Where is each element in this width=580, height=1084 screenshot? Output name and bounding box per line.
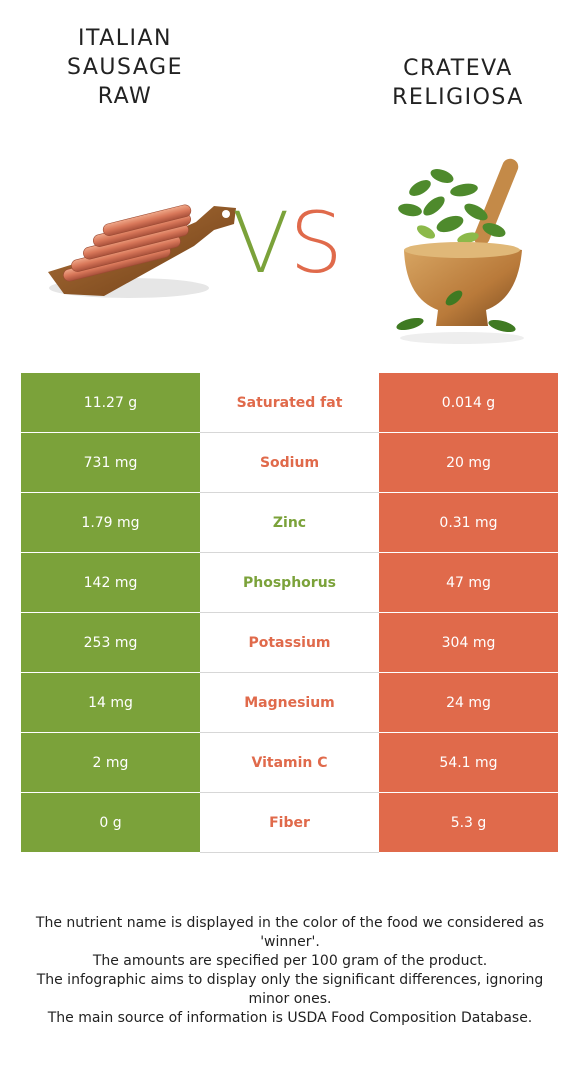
herbs-in-mortar-icon	[396, 158, 524, 344]
left-value: 1.79 mg	[21, 492, 200, 553]
nutrient-name: Zinc	[200, 492, 379, 553]
left-food-title: ITALIAN SAUSAGE RAW	[45, 24, 205, 111]
nutrient-name: Potassium	[200, 612, 379, 673]
right-value: 24 mg	[379, 672, 558, 733]
nutrient-name: Phosphorus	[200, 552, 379, 613]
nutrient-name: Fiber	[200, 792, 379, 853]
left-value: 253 mg	[21, 612, 200, 673]
right-value: 5.3 g	[379, 792, 558, 853]
right-title-line-2: RELIGIOSA	[392, 85, 524, 110]
nutrient-name: Magnesium	[200, 672, 379, 733]
nutrient-name: Saturated fat	[200, 373, 379, 433]
left-value: 142 mg	[21, 552, 200, 613]
left-value: 731 mg	[21, 432, 200, 493]
nutrient-row: 2 mg Vitamin C 54.1 mg	[21, 732, 558, 793]
left-title-line-2: SAUSAGE	[66, 55, 183, 80]
right-value: 0.31 mg	[379, 492, 558, 553]
footer-note-3: The infographic aims to display only the…	[36, 972, 544, 1007]
footer-notes: The nutrient name is displayed in the co…	[20, 914, 560, 1028]
right-food-title: CRATEVA RELIGIOSA	[378, 54, 538, 112]
nutrient-row: 14 mg Magnesium 24 mg	[21, 672, 558, 733]
nutrient-name: Sodium	[200, 432, 379, 493]
nutrient-comparison-table: 11.27 g Saturated fat 0.014 g 731 mg Sodium 2…	[21, 373, 558, 853]
nutrient-name: Vitamin C	[200, 732, 379, 793]
nutrient-row: 1.79 mg Zinc 0.31 mg	[21, 492, 558, 553]
right-value: 0.014 g	[379, 373, 558, 433]
left-value: 0 g	[21, 792, 200, 853]
left-title-line-1: ITALIAN	[77, 26, 173, 51]
nutrient-row: 11.27 g Saturated fat 0.014 g	[21, 373, 558, 433]
footer-note-2: The amounts are specified per 100 gram o…	[92, 953, 488, 969]
vs-letter-s: S	[289, 194, 343, 292]
nutrient-row: 0 g Fiber 5.3 g	[21, 792, 558, 853]
nutrient-row: 142 mg Phosphorus 47 mg	[21, 552, 558, 613]
right-value: 47 mg	[379, 552, 558, 613]
right-value: 54.1 mg	[379, 732, 558, 793]
left-title-line-3: RAW	[97, 84, 153, 109]
right-value: 304 mg	[379, 612, 558, 673]
left-value: 14 mg	[21, 672, 200, 733]
left-value: 2 mg	[21, 732, 200, 793]
left-value: 11.27 g	[21, 373, 200, 433]
nutrient-row: 253 mg Potassium 304 mg	[21, 612, 558, 673]
footer-note-1: The nutrient name is displayed in the co…	[35, 915, 545, 950]
footer-note-4: The main source of information is USDA F…	[47, 1010, 533, 1026]
sausages-on-board-icon	[48, 204, 236, 298]
versus-label: VS	[232, 198, 352, 288]
right-value: 20 mg	[379, 432, 558, 493]
right-title-line-1: CRATEVA	[403, 56, 513, 81]
vs-letter-v: V	[232, 194, 290, 292]
nutrient-row: 731 mg Sodium 20 mg	[21, 432, 558, 493]
